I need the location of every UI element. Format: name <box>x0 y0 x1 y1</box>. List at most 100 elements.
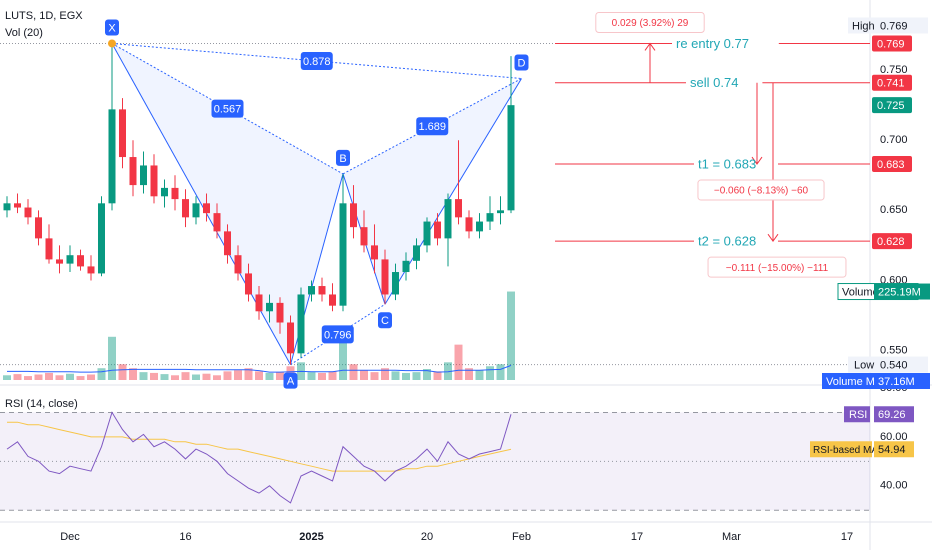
rsi-ma-tag <box>874 441 914 458</box>
level-label: sell 0.74 <box>690 75 738 90</box>
volume-bar <box>255 371 263 380</box>
candle-body <box>318 286 326 295</box>
x-tick-label: 17 <box>841 531 853 543</box>
volume-bar <box>423 369 431 380</box>
rsi-tick-label: 40.00 <box>880 480 908 492</box>
candle-body <box>87 266 95 274</box>
volume-bar <box>66 373 74 380</box>
pattern-fill <box>112 43 343 365</box>
last-price-text: 0.725 <box>877 100 905 112</box>
volume-bar <box>24 376 32 380</box>
pattern-point-label: C <box>381 315 389 327</box>
y-tick-label: 0.700 <box>880 134 908 146</box>
volume-bar <box>381 368 389 380</box>
candle-body <box>66 255 74 264</box>
high-marker-bg <box>848 17 928 34</box>
candle-body <box>255 294 263 312</box>
volume-bar <box>160 374 169 380</box>
rsi-tag <box>874 406 914 423</box>
candle-body <box>35 217 42 239</box>
ratio-label-box <box>321 325 354 344</box>
candle-body <box>56 259 63 264</box>
candle-body <box>108 109 116 204</box>
candle-body <box>486 213 494 222</box>
candle-body <box>297 294 305 354</box>
high-marker-label: High <box>852 20 875 32</box>
volume-bar <box>328 371 337 380</box>
volume-bar <box>486 366 494 380</box>
candle-body <box>350 203 357 228</box>
candle-body <box>45 238 53 260</box>
candle-body <box>3 203 11 211</box>
rsi-band-fill <box>0 412 870 511</box>
x-tick-label: Feb <box>512 531 531 543</box>
candle-body <box>140 165 147 186</box>
candle-body <box>308 286 315 295</box>
volume-bar <box>181 372 190 380</box>
candle-body <box>465 217 473 232</box>
rsi-ma-tag-label: RSI-based MA <box>813 445 878 456</box>
last-price-tag <box>872 97 912 114</box>
volume-bar <box>202 373 211 380</box>
volume-tag-label: Volume <box>842 286 879 298</box>
level-tag-text: 0.741 <box>877 78 905 90</box>
volume-bar <box>118 364 127 380</box>
low-marker-label: Low <box>854 359 874 371</box>
candle-body <box>381 259 389 295</box>
volume-bar <box>45 372 53 380</box>
volume-bar <box>139 372 148 380</box>
candle-body <box>287 322 294 354</box>
measure-box <box>707 256 847 278</box>
rsi-ma-tag-text: 54.94 <box>878 444 906 456</box>
ratio-label: 0.796 <box>324 329 352 341</box>
measure-label: −0.111 (−15.00%) −111 <box>726 263 829 274</box>
pattern-point-box <box>514 54 529 71</box>
volume-ma-tag-label: Volume MA <box>826 376 883 388</box>
measure-arrowhead <box>751 156 763 165</box>
candle-body <box>182 199 189 218</box>
volume-legend: Vol (20) <box>5 27 43 39</box>
volume-bar <box>339 338 347 380</box>
ratio-label-box <box>300 51 333 70</box>
x-tick-label: 2025 <box>299 531 323 543</box>
candle-body <box>497 210 504 214</box>
rsi-ma-tag-label-bg <box>810 441 872 458</box>
level-label: t1 = 0.683 <box>698 156 756 171</box>
level-label: t2 = 0.628 <box>698 234 756 249</box>
high-marker-value: 0.769 <box>880 20 908 32</box>
level-tag <box>872 74 912 91</box>
volume-bar <box>34 374 43 380</box>
candle-body <box>224 231 231 256</box>
candle-body <box>98 203 105 274</box>
volume-bar <box>454 344 463 380</box>
level-tag-text: 0.628 <box>877 236 905 248</box>
volume-bar <box>223 371 232 380</box>
volume-bar <box>87 374 95 380</box>
rsi-tag-label: RSI <box>849 409 867 421</box>
pattern-point-box <box>336 149 350 166</box>
candle-body <box>329 294 336 306</box>
volume-bar <box>318 372 326 380</box>
candle-body <box>276 302 284 323</box>
candle-body <box>423 221 431 246</box>
candle-body <box>171 187 179 200</box>
candle-body <box>213 213 221 232</box>
candle-body <box>455 199 462 218</box>
pattern-point-box <box>378 312 392 329</box>
rsi-tick-label: 60.00 <box>880 431 908 443</box>
level-label: re entry 0.77 <box>676 36 749 51</box>
volume-bar <box>507 291 515 380</box>
x-tick-label: 20 <box>421 531 433 543</box>
rsi-tag-label-bg <box>844 406 870 423</box>
volume-bar <box>276 372 284 380</box>
candle-body <box>507 105 515 211</box>
volume-bar <box>213 375 221 380</box>
candle-body <box>24 207 32 218</box>
y-tick-label: 0.550 <box>880 344 908 356</box>
volume-bar <box>402 372 410 380</box>
volume-bar <box>307 372 316 380</box>
ratio-label-box <box>416 117 449 136</box>
candle-body <box>119 109 126 158</box>
level-label-bg <box>672 34 779 53</box>
